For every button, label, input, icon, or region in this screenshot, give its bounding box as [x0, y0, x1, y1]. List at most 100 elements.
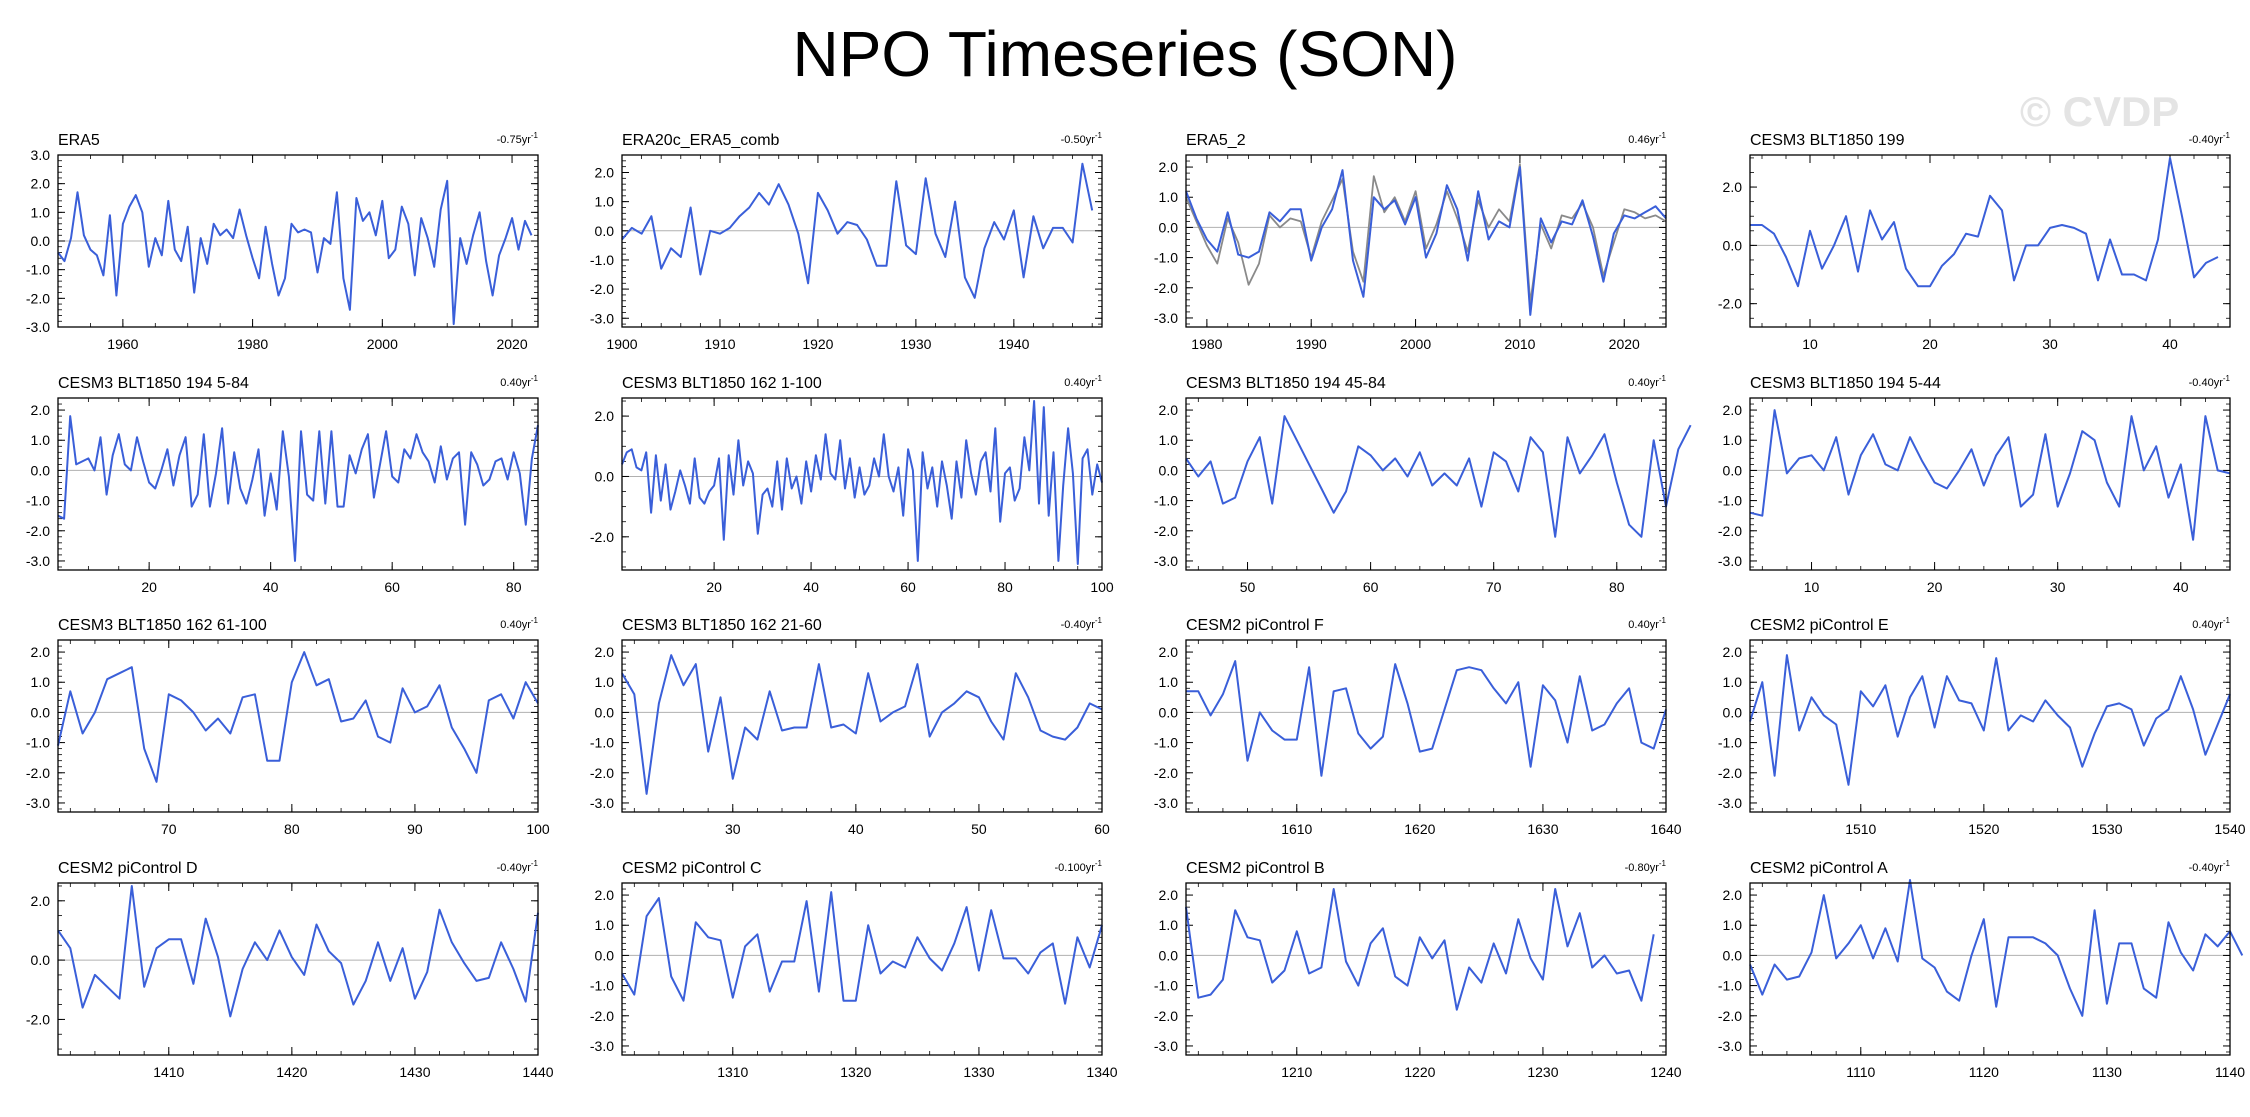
series-line — [1185, 888, 1655, 1011]
x-tick-label: 1920 — [802, 336, 833, 352]
x-tick-label: 60 — [1363, 579, 1379, 595]
trend-label: 0.40yr-1 — [1628, 374, 1666, 389]
x-tick-label: 1610 — [1281, 821, 1312, 837]
panel-title: CESM3 BLT1850 162 21-60 — [622, 617, 822, 634]
plot-frame — [57, 154, 539, 328]
x-tick-label: 1430 — [399, 1064, 430, 1080]
series-line — [1750, 156, 2219, 288]
panel-title: CESM3 BLT1850 194 5-44 — [1750, 375, 1941, 392]
x-tick-label: 1330 — [963, 1064, 994, 1080]
trend-label: -0.40yr-1 — [2189, 859, 2231, 874]
y-tick-label: 0.0 — [595, 704, 615, 720]
y-tick-label: -3.0 — [1718, 553, 1742, 569]
trend-label: 0.40yr-1 — [500, 374, 538, 389]
x-tick-label: 1320 — [840, 1064, 871, 1080]
x-tick-label: 1340 — [1086, 1064, 1117, 1080]
y-tick-label: 1.0 — [1159, 432, 1179, 448]
panel-title: CESM2 piControl D — [58, 860, 198, 877]
x-tick-label: 1440 — [522, 1064, 553, 1080]
panel-cesm3-blt1850-162-61-100: CESM3 BLT1850 162 61-100 0.40yr-1 2.0 1.0 0.… — [26, 616, 550, 837]
y-tick-label: -1.0 — [26, 735, 50, 751]
trend-label: 0.40yr-1 — [1064, 374, 1102, 389]
x-tick-label: 40 — [2173, 579, 2189, 595]
trend-label: -0.80yr-1 — [1625, 859, 1667, 874]
y-tick-label: -1.0 — [590, 978, 614, 994]
x-tick-label: 20 — [1927, 579, 1943, 595]
x-tick-label: 1520 — [1968, 821, 1999, 837]
y-tick-label: -3.0 — [26, 319, 50, 335]
y-tick-label: 0.0 — [1159, 219, 1179, 235]
trend-label: 0.40yr-1 — [2192, 616, 2230, 631]
x-tick-label: 30 — [725, 821, 741, 837]
x-tick-label: 70 — [1486, 579, 1502, 595]
y-tick-label: -2.0 — [1154, 1008, 1178, 1024]
x-tick-label: 1990 — [1296, 336, 1327, 352]
y-tick-label: -2.0 — [1718, 1008, 1742, 1024]
trend-label: -0.40yr-1 — [497, 859, 539, 874]
x-tick-label: 60 — [900, 579, 916, 595]
panel-title: CESM2 piControl E — [1750, 617, 1889, 634]
y-tick-label: 2.0 — [31, 644, 51, 660]
y-tick-label: -1.0 — [1154, 250, 1178, 266]
y-tick-label: -1.0 — [590, 735, 614, 751]
y-tick-label: -3.0 — [26, 795, 50, 811]
panel-title: CESM3 BLT1850 194 5-84 — [58, 375, 249, 392]
panel-title: ERA5_2 — [1186, 132, 1246, 149]
x-tick-label: 2020 — [496, 336, 527, 352]
x-tick-label: 10 — [1802, 336, 1818, 352]
panel-era5: ERA5 -0.75yr-1 3.0 2.0 1.0 0.0 -1.0 -2.0 -3.0 196… — [26, 131, 539, 352]
x-tick-label: 1620 — [1404, 821, 1435, 837]
y-tick-label: 0.0 — [1723, 704, 1743, 720]
x-tick-label: 60 — [1094, 821, 1110, 837]
y-tick-label: 2.0 — [1723, 402, 1743, 418]
series-line — [57, 415, 539, 562]
x-tick-label: 60 — [384, 579, 400, 595]
y-tick-label: 3.0 — [31, 147, 51, 163]
plot-frame — [621, 639, 1103, 813]
panel-title: CESM2 piControl A — [1750, 860, 1888, 877]
y-tick-label: -1.0 — [1718, 978, 1742, 994]
figure-title: NPO Timeseries (SON) — [792, 18, 1458, 90]
x-tick-label: 1510 — [1845, 821, 1876, 837]
y-tick-label: -3.0 — [1154, 553, 1178, 569]
trend-label: -0.40yr-1 — [2189, 131, 2231, 146]
y-tick-label: 0.0 — [1159, 462, 1179, 478]
panel-cesm2-picontrol-c: CESM2 piControl C -0.100yr-1 2.0 1.0 0.0 -1.0… — [590, 859, 1118, 1080]
x-tick-label: 1220 — [1404, 1064, 1435, 1080]
y-tick-label: 2.0 — [1723, 887, 1743, 903]
y-tick-label: -3.0 — [590, 310, 614, 326]
y-tick-label: 0.0 — [31, 462, 51, 478]
y-tick-label: -3.0 — [590, 795, 614, 811]
y-tick-label: 2.0 — [1723, 179, 1743, 195]
secondary-series-line — [1185, 163, 1667, 304]
x-tick-label: 1930 — [900, 336, 931, 352]
y-tick-label: -2.0 — [26, 523, 50, 539]
series-line — [621, 891, 1103, 1005]
series-line — [1185, 415, 1692, 538]
y-tick-label: 2.0 — [1159, 159, 1179, 175]
plot-frame — [1185, 882, 1667, 1056]
panel-cesm3-blt1850-162-21-60: CESM3 BLT1850 162 21-60 -0.40yr-1 2.0 1.0 0.… — [590, 616, 1110, 837]
x-tick-label: 1120 — [1969, 1064, 1999, 1080]
y-tick-label: -2.0 — [1718, 296, 1742, 312]
y-tick-label: 0.0 — [595, 223, 615, 239]
y-tick-label: -1.0 — [1154, 978, 1178, 994]
y-tick-label: 2.0 — [31, 176, 51, 192]
y-tick-label: 1.0 — [595, 194, 615, 210]
panel-cesm2-picontrol-e: CESM2 piControl E 0.40yr-1 2.0 1.0 0.0 -1.0 -2… — [1718, 616, 2246, 837]
y-tick-label: -3.0 — [1154, 795, 1178, 811]
y-tick-label: -2.0 — [1718, 765, 1742, 781]
plot-frame — [621, 154, 1103, 328]
x-tick-label: 50 — [971, 821, 987, 837]
y-tick-label: -3.0 — [1718, 1038, 1742, 1054]
y-tick-label: 1.0 — [1159, 917, 1179, 933]
panel-cesm2-picontrol-a: CESM2 piControl A -0.40yr-1 2.0 1.0 0.0 -1.0 -… — [1718, 859, 2245, 1080]
y-tick-label: 2.0 — [595, 887, 615, 903]
panel-title: CESM3 BLT1850 194 45-84 — [1186, 375, 1386, 392]
panel-cesm2-picontrol-b: CESM2 piControl B -0.80yr-1 2.0 1.0 0.0 -1.0 -… — [1154, 859, 1682, 1080]
panel-title: ERA20c_ERA5_comb — [622, 132, 780, 149]
plot-frame — [1185, 154, 1667, 328]
panel-cesm3-blt1850-199: CESM3 BLT1850 199 -0.40yr-1 2.0 0.0 -2.0 10 20… — [1718, 131, 2231, 352]
x-tick-label: 80 — [284, 821, 300, 837]
x-tick-label: 1110 — [1846, 1064, 1875, 1080]
